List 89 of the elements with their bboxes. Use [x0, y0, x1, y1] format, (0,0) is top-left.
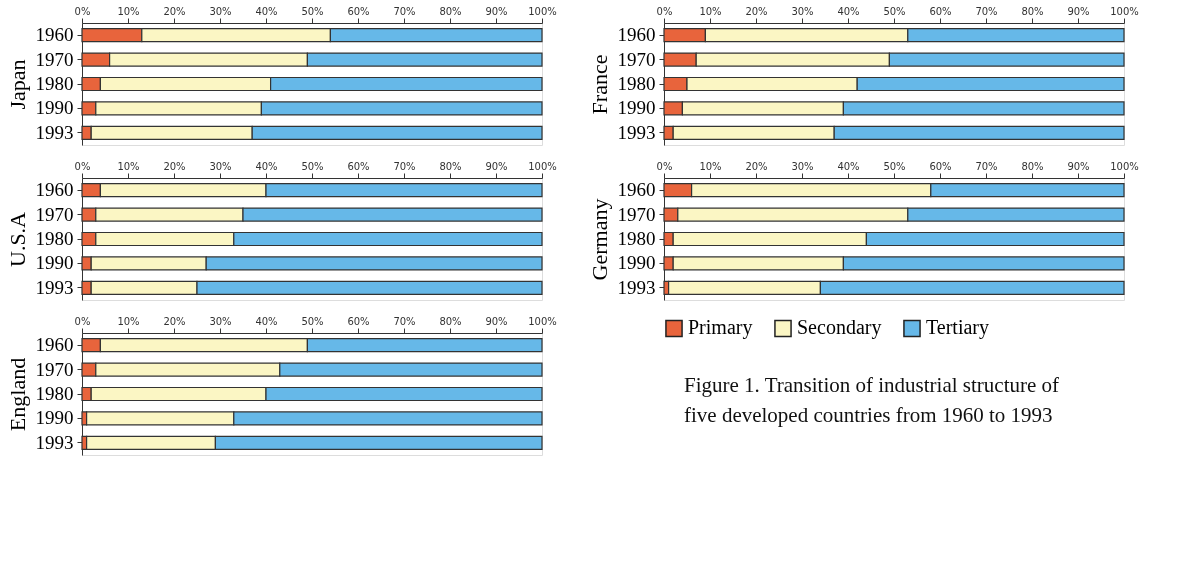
x-tick-label: 10%: [117, 5, 140, 17]
x-tick-label: 70%: [393, 160, 416, 172]
y-tick-label: 1990: [35, 252, 74, 274]
x-tick-label: 60%: [929, 5, 952, 17]
x-tick-label: 30%: [791, 160, 814, 172]
x-tick-label: 60%: [347, 315, 370, 327]
x-tick-label: 40%: [255, 160, 278, 172]
x-tick-label: 0%: [656, 5, 673, 17]
y-axis-title: U.S.A: [4, 211, 30, 268]
x-tick-label: 20%: [745, 5, 768, 17]
x-tick-label: 30%: [791, 5, 814, 17]
x-tick-label: 80%: [1021, 5, 1044, 17]
x-tick-label: 90%: [1067, 160, 1090, 172]
x-tick-label: 40%: [837, 160, 860, 172]
x-tick-label: 100%: [1110, 5, 1139, 17]
x-tick-label: 0%: [656, 160, 673, 172]
y-tick-label: 1993: [35, 121, 74, 143]
x-tick-label: 10%: [699, 160, 722, 172]
y-tick-label: 1980: [35, 73, 74, 94]
y-tick-label: 1970: [617, 48, 656, 70]
x-tick-label: 80%: [439, 5, 462, 17]
y-tick-label: 1990: [35, 97, 74, 119]
x-tick-label: 90%: [485, 160, 508, 172]
x-tick-label: 20%: [745, 160, 768, 172]
x-tick-label: 40%: [255, 5, 278, 17]
x-tick-label: 90%: [485, 315, 508, 327]
x-tick-label: 40%: [255, 315, 278, 327]
x-tick-label: 20%: [163, 5, 186, 17]
x-tick-label: 90%: [485, 5, 508, 17]
x-tick-label: 10%: [117, 160, 140, 172]
x-tick-label: 70%: [975, 5, 998, 17]
x-tick-label: 0%: [74, 5, 91, 17]
x-tick-label: 80%: [1021, 160, 1044, 172]
y-tick-label: 1980: [617, 73, 656, 94]
y-tick-label: 1970: [35, 358, 74, 380]
x-tick-label: 70%: [393, 5, 416, 17]
x-tick-label: 80%: [439, 315, 462, 327]
y-tick-label: 1960: [35, 179, 74, 201]
y-tick-label: 1980: [35, 228, 74, 249]
y-tick-label: 1990: [617, 97, 656, 119]
x-tick-label: 70%: [975, 160, 998, 172]
caption: Figure 1. Transition of industrial structure of five developed countries from 1960 to 1993: [684, 373, 1060, 427]
y-tick-label: 1970: [35, 203, 74, 225]
x-tick-label: 80%: [439, 160, 462, 172]
y-axis-title: France: [586, 54, 612, 115]
x-tick-label: 10%: [117, 315, 140, 327]
y-axis-title: England: [4, 357, 30, 432]
y-tick-label: 1990: [35, 407, 74, 429]
legend-label: Tertiary: [926, 316, 990, 340]
y-tick-label: 1970: [35, 48, 74, 70]
x-tick-label: 30%: [209, 315, 232, 327]
x-tick-label: 50%: [301, 5, 324, 17]
x-tick-label: 0%: [74, 160, 91, 172]
x-tick-label: 90%: [1067, 5, 1090, 17]
x-tick-label: 100%: [1110, 160, 1139, 172]
x-tick-label: 60%: [347, 160, 370, 172]
y-tick-label: 1960: [617, 179, 656, 201]
y-tick-label: 1993: [35, 431, 74, 453]
y-axis-title: Japan: [4, 59, 30, 110]
x-tick-label: 60%: [347, 5, 370, 17]
x-tick-label: 30%: [209, 160, 232, 172]
x-tick-label: 50%: [301, 315, 324, 327]
x-tick-label: 20%: [163, 315, 186, 327]
y-tick-label: 1980: [35, 383, 74, 404]
x-tick-label: 40%: [837, 5, 860, 17]
y-tick-label: 1993: [617, 121, 656, 143]
y-tick-label: 1970: [617, 203, 656, 225]
x-tick-label: 60%: [929, 160, 952, 172]
y-tick-label: 1990: [617, 252, 656, 274]
x-tick-label: 100%: [528, 315, 557, 327]
legend-label: Secondary: [797, 316, 882, 340]
x-tick-label: 30%: [209, 5, 232, 17]
x-tick-label: 20%: [163, 160, 186, 172]
x-tick-label: 50%: [883, 5, 906, 17]
y-tick-label: 1960: [35, 24, 74, 46]
x-tick-label: 50%: [301, 160, 324, 172]
y-axis-title: Germany: [586, 198, 612, 281]
x-tick-label: 100%: [528, 5, 557, 17]
x-tick-label: 100%: [528, 160, 557, 172]
x-tick-label: 0%: [74, 315, 91, 327]
legend-label: Primary: [688, 316, 753, 340]
x-tick-label: 70%: [393, 315, 416, 327]
x-tick-label: 10%: [699, 5, 722, 17]
y-tick-label: 1993: [617, 276, 656, 298]
y-tick-label: 1993: [35, 276, 74, 298]
y-tick-label: 1980: [617, 228, 656, 249]
y-tick-label: 1960: [35, 334, 74, 356]
x-tick-label: 50%: [883, 160, 906, 172]
y-tick-label: 1960: [617, 24, 656, 46]
